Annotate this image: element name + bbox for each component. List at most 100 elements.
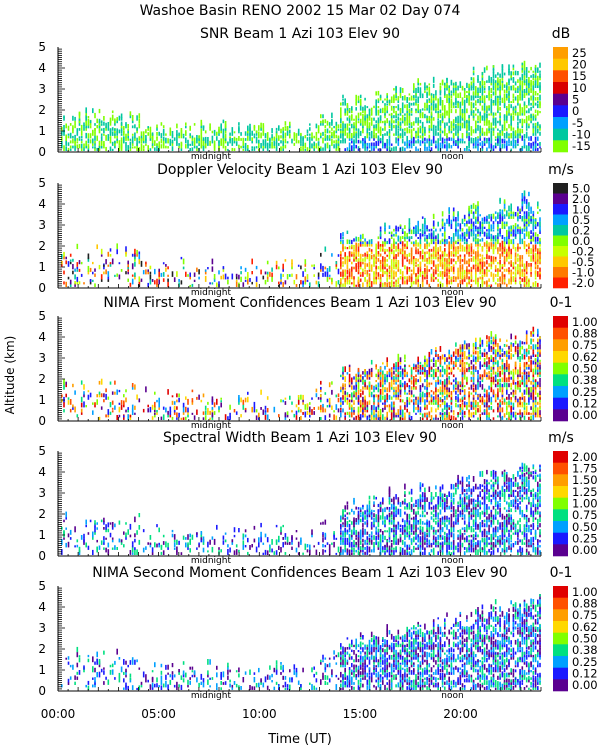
heatmap-cell [428, 249, 431, 252]
heatmap-cell [470, 126, 473, 131]
heatmap-cell [490, 126, 493, 131]
colorbar-swatch [553, 58, 568, 71]
heatmap-cell [430, 415, 433, 420]
heatmap-cell [317, 397, 320, 400]
heatmap-cell [346, 280, 349, 285]
heatmap-cell [89, 267, 92, 272]
heatmap-cell [417, 120, 419, 126]
heatmap-cell [165, 267, 167, 272]
heatmap-cell [523, 80, 526, 86]
heatmap-cell [182, 133, 185, 136]
heatmap-cell [131, 278, 134, 285]
heatmap-cell [503, 99, 506, 104]
heatmap-cell [439, 109, 442, 114]
heatmap-cell [492, 229, 495, 232]
heatmap-cell [437, 121, 439, 126]
heatmap-cell [393, 401, 395, 405]
heatmap-cell [370, 130, 373, 136]
heatmap-cell [457, 354, 459, 357]
heatmap-cell [313, 141, 315, 146]
heatmap-cell [466, 95, 468, 98]
heatmap-cell [479, 111, 481, 116]
heatmap-cell [337, 128, 340, 131]
heatmap-cell [435, 241, 437, 247]
heatmap-cell [393, 281, 395, 285]
heatmap-cell [528, 97, 530, 101]
colorbar-label: 0.2 [572, 223, 590, 237]
heatmap-cell [390, 113, 393, 119]
heatmap-cell [470, 228, 473, 232]
heatmap-cell [497, 221, 499, 224]
heatmap-cell [340, 117, 342, 121]
heatmap-cell [404, 231, 406, 234]
heatmap-cell [523, 79, 526, 83]
heatmap-cell [289, 395, 291, 400]
heatmap-cell [508, 71, 510, 76]
heatmap-cell [370, 142, 373, 146]
heatmap-cell [255, 146, 258, 149]
heatmap-cell [481, 257, 484, 260]
heatmap-cell [258, 148, 260, 151]
heatmap-cell [481, 274, 484, 277]
heatmap-cell [413, 394, 415, 398]
heatmap-cell [492, 72, 495, 78]
heatmap-cell [92, 138, 94, 141]
heatmap-cell [87, 265, 90, 272]
heatmap-cell [109, 254, 112, 257]
heatmap-cell [483, 141, 486, 144]
heatmap-cell [282, 140, 284, 146]
heatmap-cell [67, 125, 70, 129]
heatmap-cell [370, 264, 373, 270]
heatmap-cell [466, 380, 468, 385]
colorbar-swatch [553, 225, 568, 236]
heatmap-cell [470, 277, 473, 282]
heatmap-cell [127, 262, 129, 267]
heatmap-cell [366, 374, 369, 380]
heatmap-cell [362, 410, 364, 415]
panel-title-3: NIMA First Moment Confidences Beam 1 Azi… [103, 295, 496, 311]
heatmap-cell [100, 137, 103, 141]
heatmap-cell [74, 390, 76, 395]
heatmap-cell [244, 131, 247, 136]
heatmap-cell [490, 213, 493, 217]
heatmap-cell [426, 404, 428, 410]
heatmap-cell [510, 271, 512, 275]
heatmap-cell [463, 351, 466, 355]
heatmap-cell [384, 264, 386, 270]
heatmap-cell [142, 270, 145, 275]
heatmap-cell [297, 399, 300, 405]
heatmap-cell [448, 372, 450, 375]
heatmap-cell [499, 209, 501, 212]
heatmap-cell [408, 93, 411, 96]
heatmap-cell [315, 131, 318, 136]
heatmap-cell [359, 98, 362, 103]
heatmap-cell [463, 119, 466, 124]
heatmap-cell [286, 126, 289, 131]
heatmap-cell [481, 269, 484, 275]
heatmap-cell [253, 125, 256, 129]
heatmap-cell [424, 243, 426, 247]
heatmap-cell [437, 397, 439, 403]
heatmap-cell [525, 118, 528, 121]
heatmap-cell [408, 275, 411, 280]
heatmap-cell [76, 141, 79, 144]
heatmap-cell [182, 411, 185, 415]
heatmap-cell [397, 133, 400, 136]
heatmap-cell [439, 145, 442, 149]
heatmap-cell [114, 405, 116, 410]
heatmap-cell [446, 260, 448, 265]
heatmap-cell [384, 225, 386, 229]
heatmap-cell [452, 389, 455, 393]
heatmap-cell [501, 65, 504, 71]
heatmap-cell [340, 397, 342, 403]
heatmap-cell [539, 271, 541, 275]
heatmap-cell [366, 401, 369, 405]
heatmap-cell [240, 276, 242, 282]
heatmap-cell [430, 259, 433, 262]
heatmap-cell [428, 119, 431, 124]
heatmap-cell [532, 217, 535, 222]
heatmap-cell [415, 386, 417, 390]
heatmap-cell [401, 102, 404, 109]
heatmap-cell [315, 393, 318, 398]
heatmap-cell [202, 125, 205, 129]
